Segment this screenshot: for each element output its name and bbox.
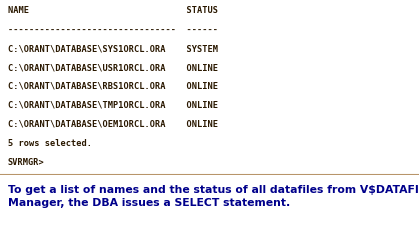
Text: 5 rows selected.: 5 rows selected. — [8, 138, 91, 147]
Text: C:\ORANT\DATABASE\SYS1ORCL.ORA    SYSTEM: C:\ORANT\DATABASE\SYS1ORCL.ORA SYSTEM — [8, 44, 217, 53]
Text: To get a list of names and the status of all datafiles from V$DATAFILE in Server: To get a list of names and the status of… — [8, 184, 419, 207]
Text: NAME                              STATUS: NAME STATUS — [8, 6, 217, 15]
Text: C:\ORANT\DATABASE\TMP1ORCL.ORA    ONLINE: C:\ORANT\DATABASE\TMP1ORCL.ORA ONLINE — [8, 101, 217, 109]
Text: C:\ORANT\DATABASE\OEM1ORCL.ORA    ONLINE: C:\ORANT\DATABASE\OEM1ORCL.ORA ONLINE — [8, 119, 217, 128]
Text: C:\ORANT\DATABASE\USR1ORCL.ORA    ONLINE: C:\ORANT\DATABASE\USR1ORCL.ORA ONLINE — [8, 63, 217, 72]
Text: SVRMGR>: SVRMGR> — [8, 157, 44, 166]
Text: C:\ORANT\DATABASE\RBS1ORCL.ORA    ONLINE: C:\ORANT\DATABASE\RBS1ORCL.ORA ONLINE — [8, 82, 217, 91]
Text: --------------------------------  ------: -------------------------------- ------ — [8, 25, 217, 34]
